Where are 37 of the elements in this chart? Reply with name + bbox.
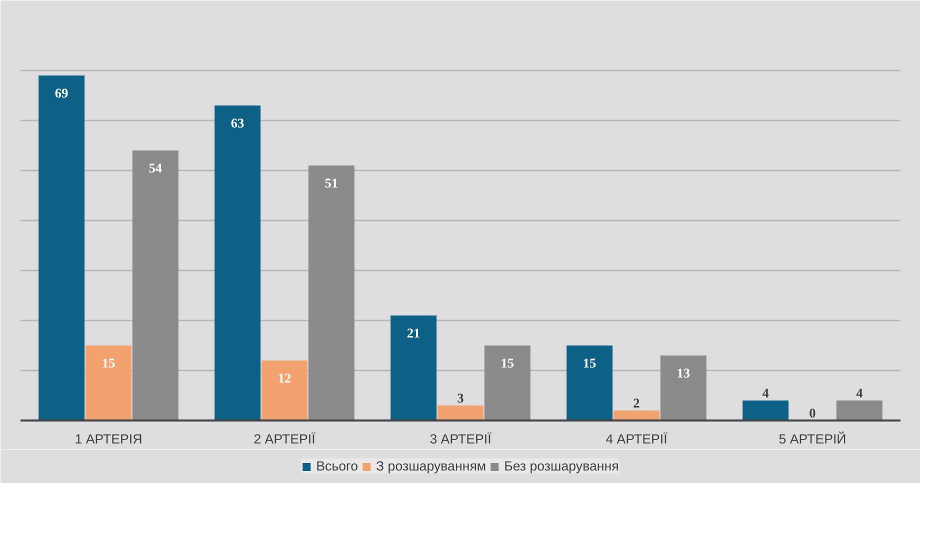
bar xyxy=(484,346,530,420)
x-tick-label: 1 АРТЕРІЯ xyxy=(74,432,142,446)
bar xyxy=(86,346,132,420)
bar xyxy=(438,406,484,420)
bar xyxy=(38,76,85,420)
bar xyxy=(614,410,660,420)
data-label: 54 xyxy=(148,160,162,176)
bar xyxy=(132,150,178,420)
data-label: 0 xyxy=(809,406,816,420)
bar xyxy=(308,166,354,420)
bar xyxy=(262,360,308,420)
data-label: 15 xyxy=(500,356,514,370)
data-label: 13 xyxy=(676,366,690,380)
data-label: 63 xyxy=(230,116,245,130)
bar xyxy=(742,400,789,420)
data-label: 3 xyxy=(457,390,464,406)
data-label: 21 xyxy=(406,326,420,340)
bar xyxy=(214,106,261,420)
bar xyxy=(390,316,437,420)
data-label: 15 xyxy=(102,356,116,370)
x-tick-label: 5 АРТЕРІЙ xyxy=(778,430,846,446)
x-tick-label: 2 АРТЕРІЇ xyxy=(254,432,316,446)
data-label: 15 xyxy=(582,356,597,370)
bar xyxy=(660,356,706,420)
data-label: 69 xyxy=(54,86,69,100)
bar xyxy=(566,346,613,420)
x-tick-label: 3 АРТЕРІЇ xyxy=(430,432,492,446)
data-label: 12 xyxy=(278,370,292,386)
data-label: 51 xyxy=(324,176,338,190)
bar xyxy=(836,400,882,420)
data-label: 2 xyxy=(633,396,640,410)
legend-label: З розшаруванням xyxy=(376,458,486,474)
data-label: 4 xyxy=(762,386,770,400)
legend-label: Без розшарування xyxy=(504,458,619,474)
x-tick-label: 4 АРТЕРІЇ xyxy=(606,432,668,446)
legend-label: Всього xyxy=(316,458,358,474)
data-label: 4 xyxy=(856,386,864,400)
